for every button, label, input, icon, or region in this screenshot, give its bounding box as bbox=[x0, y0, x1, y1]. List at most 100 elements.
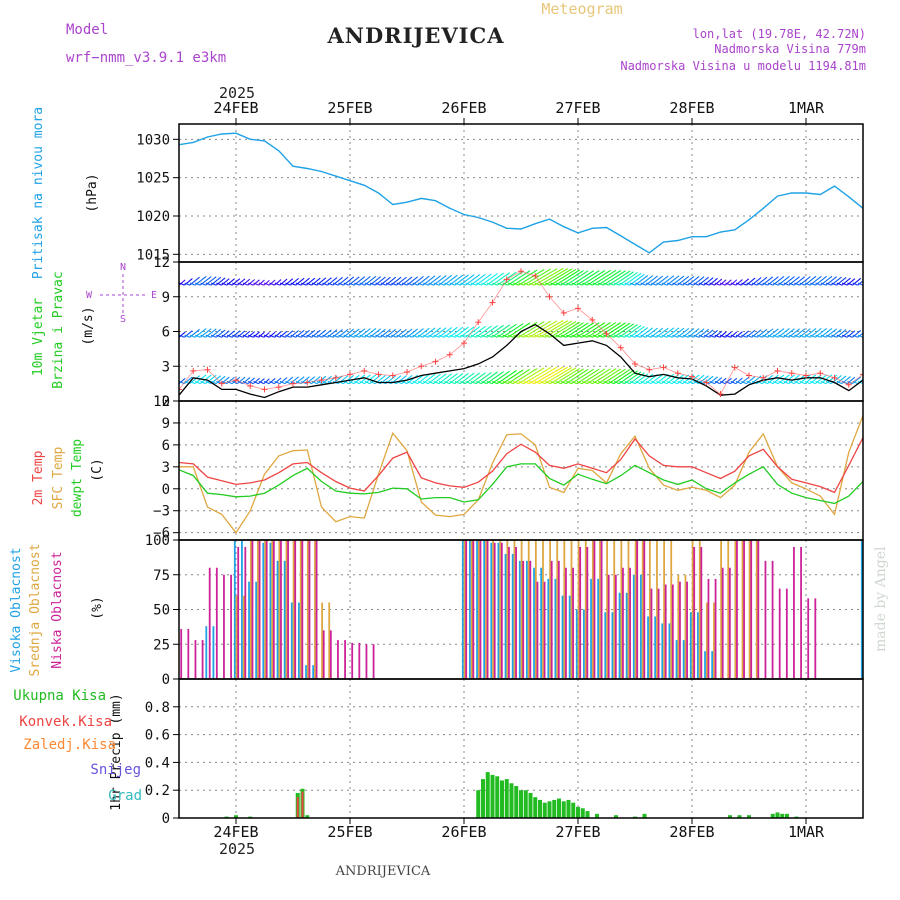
wind-barb bbox=[862, 336, 863, 338]
wind-barb-head bbox=[476, 380, 482, 385]
wind-barb bbox=[284, 330, 294, 338]
pressure-point bbox=[677, 239, 679, 242]
wind-barb-head bbox=[221, 380, 227, 385]
wind-barb bbox=[571, 322, 595, 338]
wind-barb-head bbox=[597, 334, 604, 338]
pressure-point bbox=[349, 180, 351, 182]
wind-barb-head bbox=[783, 380, 789, 385]
wind-barb-head bbox=[810, 334, 816, 338]
wind-barb-head bbox=[587, 380, 593, 385]
wind-barb bbox=[608, 322, 631, 338]
top-day-label: 26FEB bbox=[441, 99, 486, 117]
pressure-line bbox=[179, 132, 863, 254]
wind-barb-head bbox=[624, 334, 630, 338]
wind-barb-head bbox=[290, 282, 296, 286]
wind-barb bbox=[518, 367, 545, 385]
wind-barb-head bbox=[290, 334, 296, 338]
wind-barb bbox=[523, 268, 552, 286]
top-day-label: 24FEB bbox=[213, 99, 258, 117]
wind-barb-head bbox=[804, 334, 811, 338]
precip-panel bbox=[224, 772, 799, 818]
wind-barb-head bbox=[719, 334, 726, 338]
wind-barb bbox=[608, 270, 631, 286]
wind-barb-head bbox=[550, 380, 556, 385]
high-cloud-label: Visoka Oblacnost bbox=[9, 547, 24, 672]
wind-barb-head bbox=[417, 334, 424, 338]
wind-barb-head bbox=[364, 282, 371, 286]
wind-barb-head bbox=[645, 334, 652, 338]
pressure-point bbox=[563, 226, 565, 228]
wind-barb bbox=[555, 367, 580, 385]
wind-barb-head bbox=[285, 380, 291, 385]
wind-barb-head bbox=[189, 282, 196, 286]
wind-barb-head bbox=[412, 282, 418, 286]
wind-barb-head bbox=[470, 282, 477, 286]
wind-barb-head bbox=[248, 334, 254, 338]
y-tick-label: 1020 bbox=[136, 209, 170, 225]
wind-barb-head bbox=[783, 282, 789, 286]
wind-barb-head bbox=[735, 282, 742, 286]
wind-barb bbox=[549, 321, 577, 338]
pressure-point bbox=[235, 132, 237, 134]
pressure-point bbox=[506, 227, 508, 229]
wind-barb-head bbox=[232, 334, 238, 338]
wind-barb-head bbox=[767, 334, 774, 338]
wind-barb-head bbox=[698, 380, 705, 385]
wind-barb-head bbox=[608, 334, 615, 338]
wind-barb-head bbox=[656, 282, 662, 286]
precip-legend-4: Grad bbox=[108, 788, 142, 804]
wind-barb bbox=[523, 320, 552, 338]
wind-barb-head bbox=[497, 380, 503, 385]
temperature-panel bbox=[179, 415, 863, 534]
wind-barb-head bbox=[852, 282, 858, 286]
model-name: wrf−nmm_v3.9.1 e3km bbox=[66, 50, 226, 66]
wind-barb-head bbox=[825, 380, 832, 385]
wind-barb-head bbox=[539, 334, 546, 338]
wind-barb-head bbox=[635, 334, 641, 338]
pressure-point bbox=[620, 235, 622, 237]
pressure-point bbox=[477, 216, 479, 219]
wind-barb-head bbox=[354, 334, 360, 338]
wind-barb bbox=[724, 279, 732, 286]
wind-barb-head bbox=[332, 334, 339, 338]
pressure-point bbox=[292, 165, 294, 167]
wind-barb bbox=[565, 270, 589, 286]
wind-barb bbox=[486, 272, 504, 286]
wind-barb bbox=[252, 331, 260, 338]
sfc-temp-line bbox=[179, 415, 863, 534]
bottom-day-label: 1MAR bbox=[788, 823, 825, 841]
wind-barb-head bbox=[476, 282, 482, 286]
wind-barb-head bbox=[242, 380, 249, 385]
wind-barb-head bbox=[762, 380, 768, 385]
wind-barb-head bbox=[507, 282, 514, 286]
wind-barb-head bbox=[640, 282, 646, 286]
wind-barb-head bbox=[248, 282, 254, 286]
wind-barb-head bbox=[221, 334, 227, 338]
wind-barb-head bbox=[650, 380, 657, 385]
wind-barb-head bbox=[205, 380, 212, 385]
pressure-point bbox=[691, 236, 693, 238]
wind-barb-head bbox=[783, 334, 789, 338]
precip-bar bbox=[614, 815, 618, 818]
wind-barb-head bbox=[513, 380, 519, 385]
wind-barb-head bbox=[184, 282, 190, 286]
wind-barb bbox=[518, 268, 545, 286]
wind-barb-head bbox=[263, 334, 270, 338]
wind-barb-head bbox=[682, 380, 689, 385]
wind-barb bbox=[221, 376, 230, 385]
precip-bar bbox=[561, 801, 566, 818]
wind-barb-head bbox=[592, 380, 599, 385]
wind-barb-head bbox=[608, 282, 615, 286]
wind-barb-head bbox=[836, 334, 843, 338]
pressure-point bbox=[392, 203, 394, 206]
wind-barb-head bbox=[757, 282, 763, 286]
wind-barb-head bbox=[200, 380, 206, 385]
wind-barb-head bbox=[422, 380, 429, 385]
wind-barb-head bbox=[401, 334, 408, 338]
pressure-point bbox=[719, 231, 722, 233]
y-tick-label: 1015 bbox=[136, 247, 170, 263]
wind-barb bbox=[539, 268, 569, 286]
wind-barb-head bbox=[613, 334, 620, 338]
wind-barb-head bbox=[369, 334, 376, 338]
